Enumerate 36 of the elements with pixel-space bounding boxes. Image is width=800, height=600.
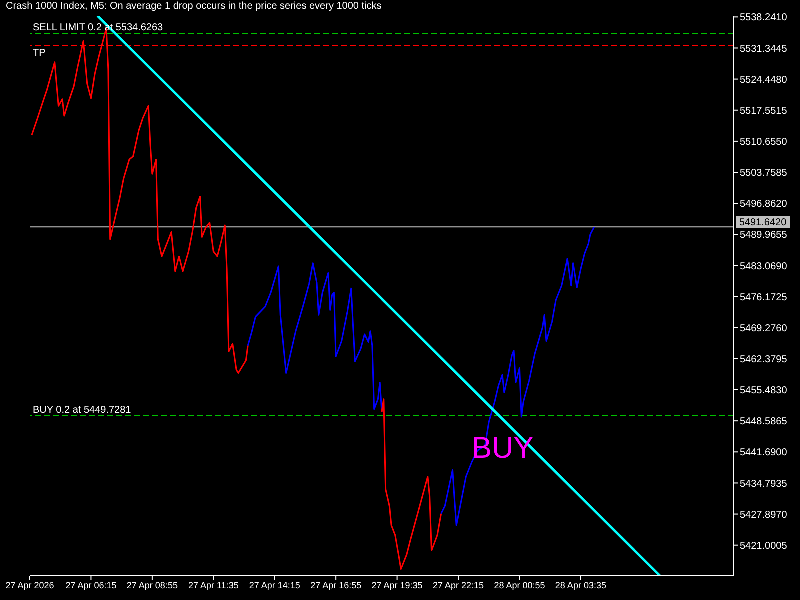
y-tick-label: 5476.1725 bbox=[740, 292, 788, 304]
line-series bbox=[440, 226, 596, 526]
x-tick-label: 27 Apr 08:55 bbox=[126, 580, 178, 590]
y-tick-label: 5531.3445 bbox=[740, 44, 788, 55]
y-tick-label: 5503.7585 bbox=[740, 168, 788, 180]
x-tick-label: 27 Apr 11:35 bbox=[188, 580, 239, 590]
ref-line-label: BUY 0.2 at 5449.7281 bbox=[33, 405, 132, 416]
ref-line-label: 5491.6420 bbox=[739, 218, 788, 229]
x-tick-label: 27 Apr 06:15 bbox=[66, 580, 117, 590]
x-tick-label: 27 Apr 14:15 bbox=[249, 580, 300, 590]
x-tick-label: 27 Apr 2026 bbox=[6, 580, 54, 590]
x-tick-label: 27 Apr 22:15 bbox=[433, 580, 484, 590]
x-tick-label: 27 Apr 19:35 bbox=[372, 580, 423, 590]
y-tick-label: 5448.5865 bbox=[740, 416, 788, 428]
y-tick-label: 5455.4830 bbox=[740, 386, 788, 397]
y-tick-label: 5421.0005 bbox=[740, 540, 788, 552]
line-series bbox=[247, 262, 383, 413]
y-tick-label: 5469.2760 bbox=[740, 323, 788, 334]
chart-title: Crash 1000 Index, M5: On average 1 drop occurs in the price series every 1000 ticks bbox=[6, 1, 382, 12]
y-tick-label: 5517.5515 bbox=[740, 106, 788, 117]
y-tick-label: 5441.6900 bbox=[740, 448, 788, 459]
y-tick-label: 5524.4480 bbox=[740, 74, 788, 86]
y-tick-label: 5510.6550 bbox=[740, 137, 788, 148]
y-tick-label: 5462.3795 bbox=[740, 354, 788, 366]
y-tick-label: 5496.8620 bbox=[740, 199, 788, 210]
y-tick-label: 5538.2410 bbox=[740, 12, 788, 24]
x-tick-label: 28 Apr 00:55 bbox=[494, 580, 546, 590]
x-tick-label: 28 Apr 03:35 bbox=[555, 580, 606, 590]
y-tick-label: 5489.9655 bbox=[740, 230, 788, 242]
ref-line-label: TP bbox=[33, 48, 46, 60]
y-tick-label: 5483.0690 bbox=[740, 261, 788, 272]
x-tick-label: 27 Apr 16:55 bbox=[310, 580, 362, 590]
line-series bbox=[381, 398, 442, 570]
ref-line-label: SELL LIMIT 0.2 at 5534.6263 bbox=[33, 22, 164, 34]
y-tick-label: 5427.8970 bbox=[740, 510, 788, 521]
y-tick-label: 5434.7935 bbox=[740, 478, 788, 490]
